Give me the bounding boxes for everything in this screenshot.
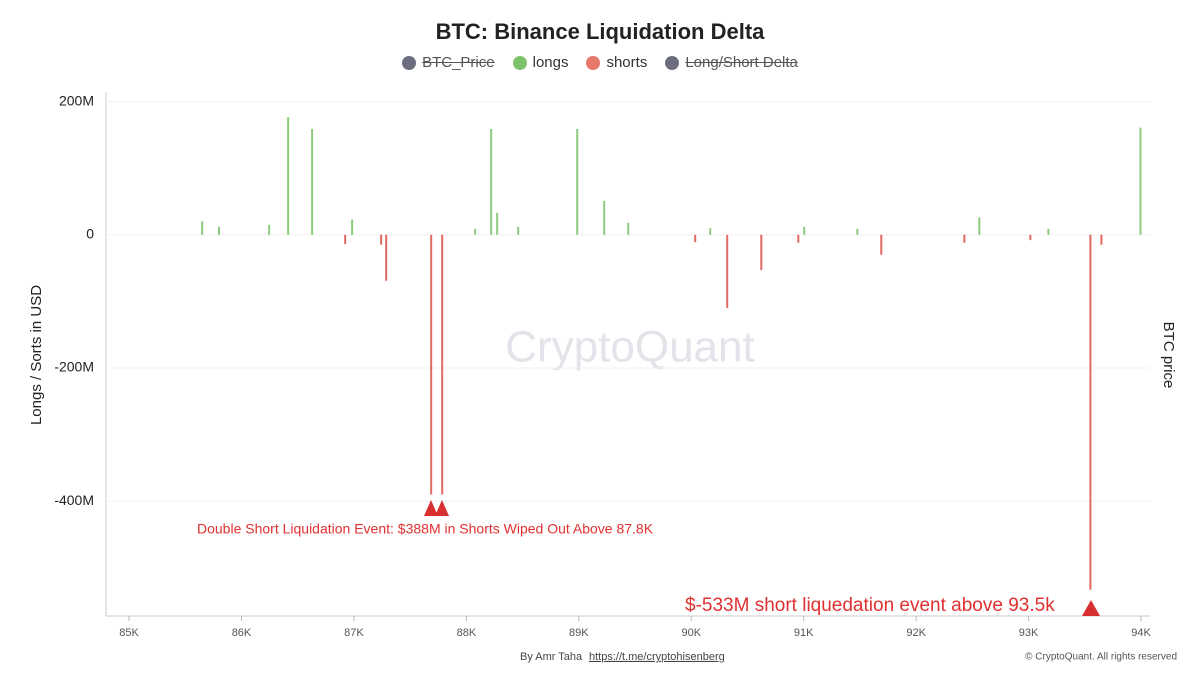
bar [351, 219, 354, 235]
arrow-head [435, 500, 449, 516]
bar [496, 212, 499, 235]
bar [201, 221, 204, 235]
chart-title: BTC: Binance Liquidation Delta [436, 19, 766, 44]
legend-swatch [512, 55, 527, 70]
legend-swatch [402, 55, 417, 70]
x-tick-label: 93K [1019, 627, 1039, 639]
x-tick-label: 92K [906, 627, 926, 639]
y-tick-label: 200M [59, 92, 94, 108]
legend-entry[interactable]: Long/Short Delta [665, 54, 798, 71]
bar [603, 200, 606, 235]
legend-label: shorts [606, 54, 648, 71]
bar [1089, 234, 1092, 590]
bar [311, 128, 314, 235]
legend-entry[interactable]: BTC_Price [402, 54, 495, 71]
bar [517, 226, 520, 235]
bar [344, 234, 347, 245]
bar [880, 234, 883, 255]
bar [856, 228, 859, 235]
y-axis-label: Longs / Sorts in USD [28, 285, 45, 425]
bar [963, 234, 966, 243]
bar [978, 217, 981, 235]
x-tick-label: 85K [119, 627, 139, 639]
bar [287, 116, 290, 235]
x-tick-label: 89K [569, 627, 589, 639]
legend-label: longs [532, 54, 569, 71]
bar [1139, 127, 1142, 235]
arrow-head [424, 500, 438, 516]
x-tick-label: 91K [794, 627, 814, 639]
legend-entry[interactable]: shorts [586, 54, 647, 71]
legend-entry[interactable]: longs [512, 54, 569, 71]
bar [797, 234, 800, 243]
arrow-head [1082, 600, 1100, 616]
y-tick-label: -200M [54, 359, 94, 375]
legend: BTC_Price longs shorts Long/Short Delta [0, 54, 1200, 71]
bar [576, 128, 579, 235]
bar [694, 234, 697, 243]
bar [490, 128, 493, 235]
bar [474, 228, 477, 235]
x-tick-label: 86K [232, 627, 252, 639]
y-tick-label: 0 [86, 226, 94, 242]
x-tick-label: 94K [1131, 627, 1151, 639]
legend-swatch [586, 55, 601, 70]
footer-link[interactable]: https://t.me/cryptohisenberg [589, 651, 725, 663]
bar [726, 234, 729, 309]
bar [709, 228, 712, 235]
plot: 200M 0 -200M -400M 85K 86K 87K 88K 89K 90K 91K 92K 9… [54, 92, 1151, 639]
bar [760, 234, 763, 271]
annotation: $-533M short liquedation event above 93.… [685, 595, 1055, 616]
legend-label: Long/Short Delta [685, 54, 798, 71]
x-tick-label: 87K [344, 627, 364, 639]
y-tick-label: -400M [54, 492, 94, 508]
bar [385, 234, 388, 281]
bar [268, 224, 271, 235]
watermark: CryptoQuant [505, 323, 754, 372]
bar [1100, 234, 1103, 245]
bar [430, 234, 433, 495]
y2-axis-label: BTC price [1160, 322, 1177, 389]
x-tick-label: 90K [681, 627, 701, 639]
x-tick-label: 88K [457, 627, 477, 639]
footer-author: By Amr Taha [520, 651, 583, 663]
bar [803, 226, 806, 235]
legend-label: BTC_Price [422, 54, 495, 71]
legend-swatch [665, 55, 680, 70]
bar [441, 234, 444, 495]
bar [627, 222, 630, 235]
bar [380, 234, 383, 245]
bar [1029, 234, 1032, 241]
bar [1047, 228, 1050, 235]
footer-copyright: © CryptoQuant. All rights reserved [1025, 652, 1177, 663]
annotation: Double Short Liquidation Event: $388M in… [197, 521, 654, 537]
bar [218, 226, 221, 235]
